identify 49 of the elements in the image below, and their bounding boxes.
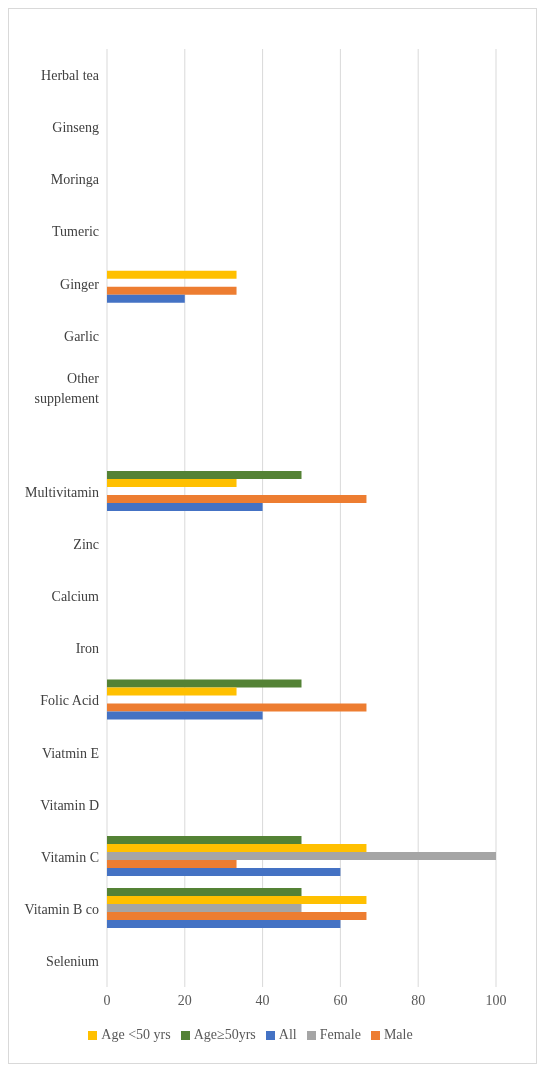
y-tick-label: Zinc (73, 537, 99, 553)
x-tick-label: 80 (411, 992, 426, 1008)
bar (107, 479, 237, 488)
y-tick-label: Ginger (60, 276, 100, 292)
legend-label: Female (319, 1027, 361, 1042)
legend-label: Male (383, 1027, 413, 1042)
bar (107, 471, 302, 480)
y-tick-label: Garlic (64, 328, 99, 344)
x-tick-label: 60 (333, 992, 348, 1008)
x-tick-label: 40 (255, 992, 270, 1008)
bar (107, 270, 237, 279)
y-tick-label: Vitamin C (41, 849, 99, 865)
legend-label: All (278, 1027, 297, 1042)
bar (107, 887, 302, 896)
x-tick-label: 100 (485, 992, 507, 1008)
bar (107, 835, 302, 844)
bar (107, 903, 302, 912)
y-tick-label: Viatmin E (41, 745, 99, 761)
y-tick-label: Calcium (51, 589, 100, 605)
bar (107, 919, 341, 928)
bar (107, 711, 263, 720)
bar (107, 687, 237, 696)
y-tick-label: Other supplement (34, 370, 100, 406)
legend-label: Age≥50yrs (193, 1027, 256, 1042)
y-tick-label: Selenium (46, 953, 100, 969)
bar (107, 851, 496, 860)
y-tick-label: Tumeric (52, 224, 99, 240)
y-tick-label: Ginseng (52, 120, 99, 136)
bar (107, 843, 367, 852)
y-tick-label: Vitamin B co (24, 901, 99, 917)
y-tick-label: Vitamin D (40, 797, 99, 813)
bar (107, 286, 237, 295)
bar (107, 867, 341, 876)
y-tick-label: Multivitamin (25, 484, 99, 500)
bar (107, 679, 302, 688)
bar (107, 859, 237, 868)
y-tick-label: Iron (75, 641, 99, 657)
bar (107, 911, 367, 920)
x-tick-label: 20 (177, 992, 192, 1008)
y-tick-label: Herbal tea (41, 68, 100, 84)
bar (107, 895, 367, 904)
bar (107, 495, 367, 504)
bar (107, 703, 367, 712)
y-tick-label: Folic Acid (40, 693, 99, 709)
x-tick-label: 0 (103, 992, 111, 1008)
legend-label: Age <50 yrs (101, 1027, 171, 1042)
bar (107, 503, 263, 512)
bar (107, 294, 185, 303)
y-tick-label: Moringa (50, 172, 100, 188)
